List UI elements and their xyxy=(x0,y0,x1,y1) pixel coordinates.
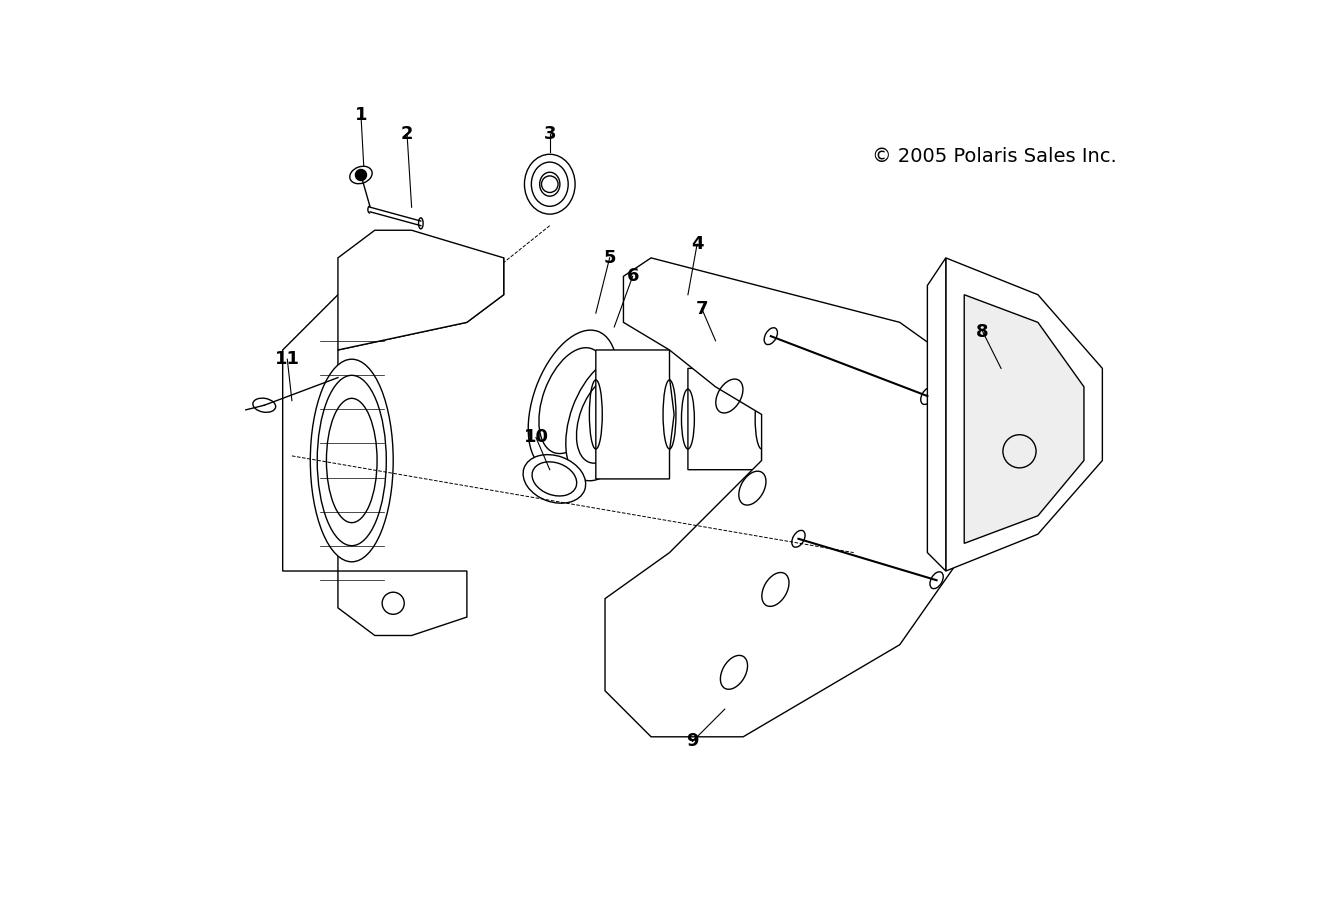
Polygon shape xyxy=(596,350,674,479)
Ellipse shape xyxy=(311,359,394,562)
Text: 7: 7 xyxy=(695,299,708,318)
Text: 6: 6 xyxy=(627,267,639,286)
Polygon shape xyxy=(945,258,1102,571)
Ellipse shape xyxy=(349,167,372,183)
Text: 1: 1 xyxy=(355,106,367,124)
Ellipse shape xyxy=(528,330,617,472)
Ellipse shape xyxy=(525,154,574,214)
Polygon shape xyxy=(964,295,1085,543)
Polygon shape xyxy=(605,258,992,737)
Polygon shape xyxy=(283,258,503,571)
Ellipse shape xyxy=(566,357,644,481)
Text: 9: 9 xyxy=(687,732,699,751)
Text: 5: 5 xyxy=(604,249,616,267)
Polygon shape xyxy=(337,571,467,635)
Text: 4: 4 xyxy=(691,235,703,253)
Text: 2: 2 xyxy=(400,124,414,143)
Ellipse shape xyxy=(253,398,276,413)
Polygon shape xyxy=(337,230,503,350)
Circle shape xyxy=(355,169,367,181)
Text: 8: 8 xyxy=(976,322,990,341)
Text: 10: 10 xyxy=(524,428,549,447)
Text: 3: 3 xyxy=(544,124,556,143)
Polygon shape xyxy=(928,258,945,571)
Text: © 2005 Polaris Sales Inc.: © 2005 Polaris Sales Inc. xyxy=(872,147,1117,166)
Ellipse shape xyxy=(524,455,585,503)
Polygon shape xyxy=(688,368,766,470)
Text: 11: 11 xyxy=(274,350,300,368)
